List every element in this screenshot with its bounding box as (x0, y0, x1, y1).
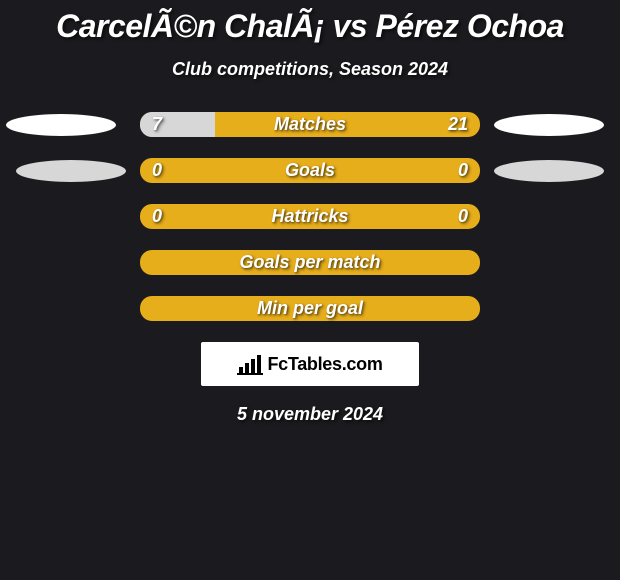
stats-rows: Matches721Goals00Hattricks00Goals per ma… (0, 112, 620, 321)
page-title: CarcelÃ©n ChalÃ¡ vs Pérez Ochoa (0, 0, 620, 45)
date-label: 5 november 2024 (0, 404, 620, 425)
player-right-marker (494, 114, 604, 136)
stat-value-left: 0 (152, 204, 162, 229)
stat-value-left: 0 (152, 158, 162, 183)
stat-row: Matches721 (0, 112, 620, 137)
logo-text: FcTables.com (267, 354, 382, 375)
bar-chart-icon (237, 353, 263, 375)
stat-value-right: 0 (458, 158, 468, 183)
stat-value-right: 0 (458, 204, 468, 229)
player-right-marker (494, 160, 604, 182)
fctables-logo: FcTables.com (201, 342, 419, 386)
stat-bar-track (140, 296, 480, 321)
stat-row: Goals00 (0, 158, 620, 183)
stat-value-left: 7 (152, 112, 162, 137)
stat-bar-track (140, 204, 480, 229)
stat-row: Goals per match (0, 250, 620, 275)
stat-row: Min per goal (0, 296, 620, 321)
player-left-marker (16, 160, 126, 182)
stat-row: Hattricks00 (0, 204, 620, 229)
stat-bar-track (140, 112, 480, 137)
stat-bar-track (140, 158, 480, 183)
stat-value-right: 21 (448, 112, 468, 137)
stat-bar-track (140, 250, 480, 275)
player-left-marker (6, 114, 116, 136)
subtitle: Club competitions, Season 2024 (0, 59, 620, 80)
